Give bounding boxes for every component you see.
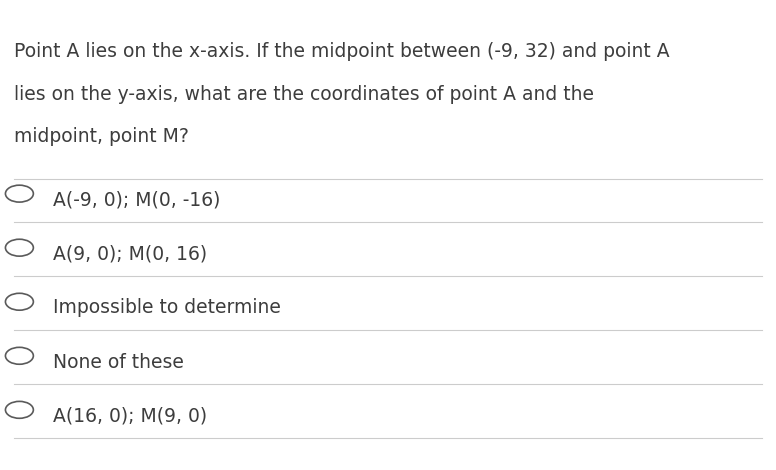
Circle shape [5,239,33,256]
Text: midpoint, point M?: midpoint, point M? [14,127,189,146]
Text: A(9, 0); M(0, 16): A(9, 0); M(0, 16) [53,244,207,263]
Text: None of these: None of these [53,352,184,371]
Text: lies on the y-axis, what are the coordinates of point A and the: lies on the y-axis, what are the coordin… [14,85,594,103]
Circle shape [5,293,33,310]
Text: A(-9, 0); M(0, -16): A(-9, 0); M(0, -16) [53,190,220,209]
Text: Point A lies on the x-axis. If the midpoint between (-9, 32) and point A: Point A lies on the x-axis. If the midpo… [14,42,670,61]
Circle shape [5,347,33,364]
Text: Impossible to determine: Impossible to determine [53,298,281,317]
Text: A(16, 0); M(9, 0): A(16, 0); M(9, 0) [53,407,207,425]
Circle shape [5,401,33,418]
Circle shape [5,185,33,202]
